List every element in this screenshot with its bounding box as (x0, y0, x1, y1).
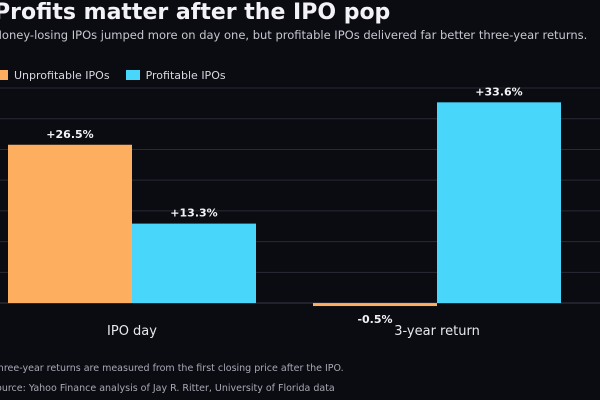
data-label: +33.6% (475, 85, 522, 98)
chart-subtitle: Money-losing IPOs jumped more on day one… (0, 28, 588, 42)
legend-item-unprofitable: Unprofitable IPOs (0, 69, 110, 82)
chart-title: Profits matter after the IPO pop (0, 0, 391, 25)
legend-label-profitable: Profitable IPOs (145, 68, 226, 82)
legend-item-profitable: Profitable IPOs (125, 68, 226, 82)
data-label: -0.5% (357, 313, 392, 326)
category-label: IPO day (107, 324, 157, 339)
bar-profitable (437, 102, 561, 304)
bar-unprofitable (313, 303, 437, 307)
legend: Unprofitable IPOs Profitable IPOs (0, 68, 226, 82)
data-label: +13.3% (170, 207, 217, 220)
bar-profitable (132, 223, 256, 304)
legend-swatch-profitable (125, 70, 140, 80)
legend-swatch-unprofitable (0, 70, 8, 80)
legend-label-unprofitable: Unprofitable IPOs (14, 68, 110, 82)
category-label: 3-year return (394, 324, 480, 339)
bar-unprofitable (8, 144, 132, 304)
source-note: Source: Yahoo Finance analysis of Jay R.… (0, 383, 335, 394)
data-label: +26.5% (46, 128, 93, 141)
footnote: Three-year returns are measured from the… (0, 363, 344, 374)
